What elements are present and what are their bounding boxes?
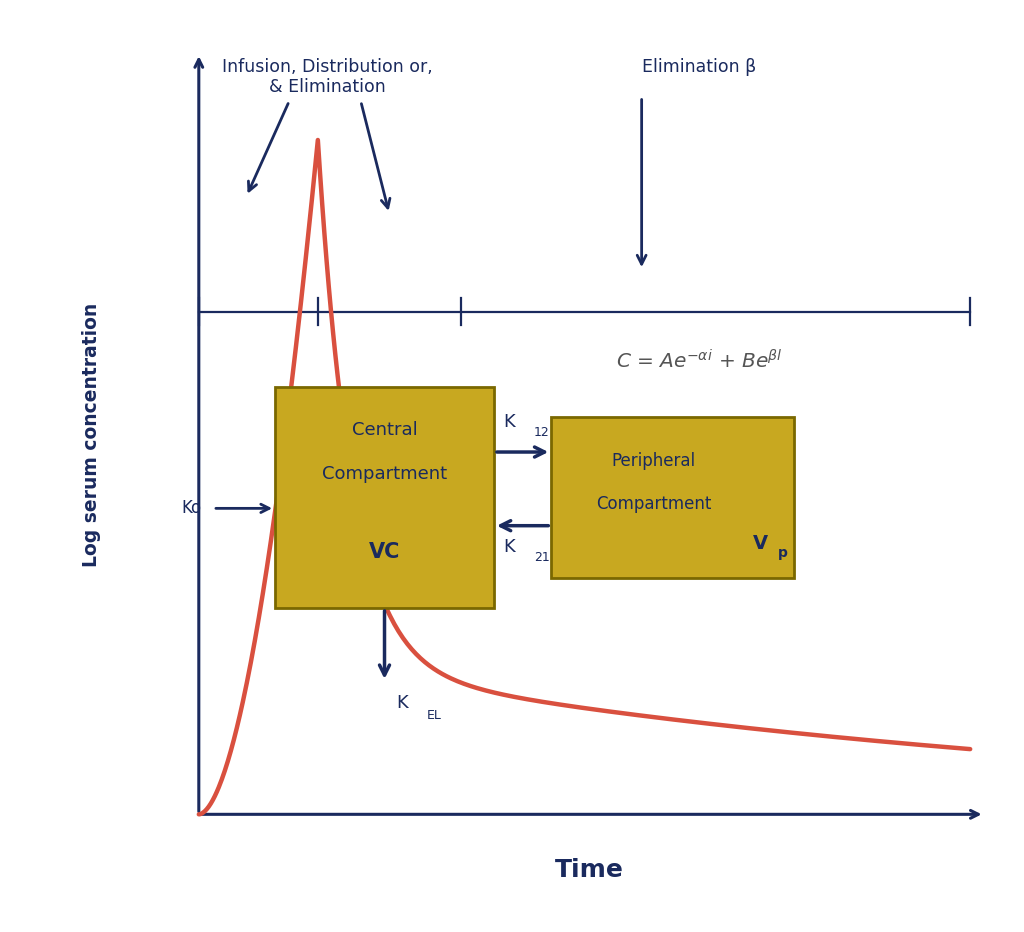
Text: p: p (777, 546, 787, 560)
Text: Compartment: Compartment (596, 495, 712, 513)
Text: V: V (753, 533, 768, 553)
Text: Ko: Ko (181, 500, 202, 517)
Text: Time: Time (555, 857, 624, 882)
Bar (551, 418, 794, 578)
Text: 12: 12 (535, 426, 550, 439)
Text: Compartment: Compartment (322, 465, 447, 483)
Text: Central: Central (351, 421, 418, 439)
Text: K: K (504, 413, 515, 431)
Text: K: K (504, 539, 515, 556)
Text: Infusion, Distribution or,
& Elimination: Infusion, Distribution or, & Elimination (222, 58, 433, 96)
Text: 21: 21 (535, 551, 550, 564)
Text: K: K (396, 694, 408, 712)
Text: Peripheral: Peripheral (611, 452, 695, 470)
Text: C = Ae$^{-\alpha i}$ + Be$^{\beta l}$: C = Ae$^{-\alpha i}$ + Be$^{\beta l}$ (615, 350, 782, 373)
Text: EL: EL (426, 709, 441, 722)
Text: Elimination β: Elimination β (642, 58, 756, 75)
Text: Log serum concentration: Log serum concentration (82, 303, 100, 567)
Text: VC: VC (369, 541, 400, 562)
Bar (275, 387, 494, 608)
